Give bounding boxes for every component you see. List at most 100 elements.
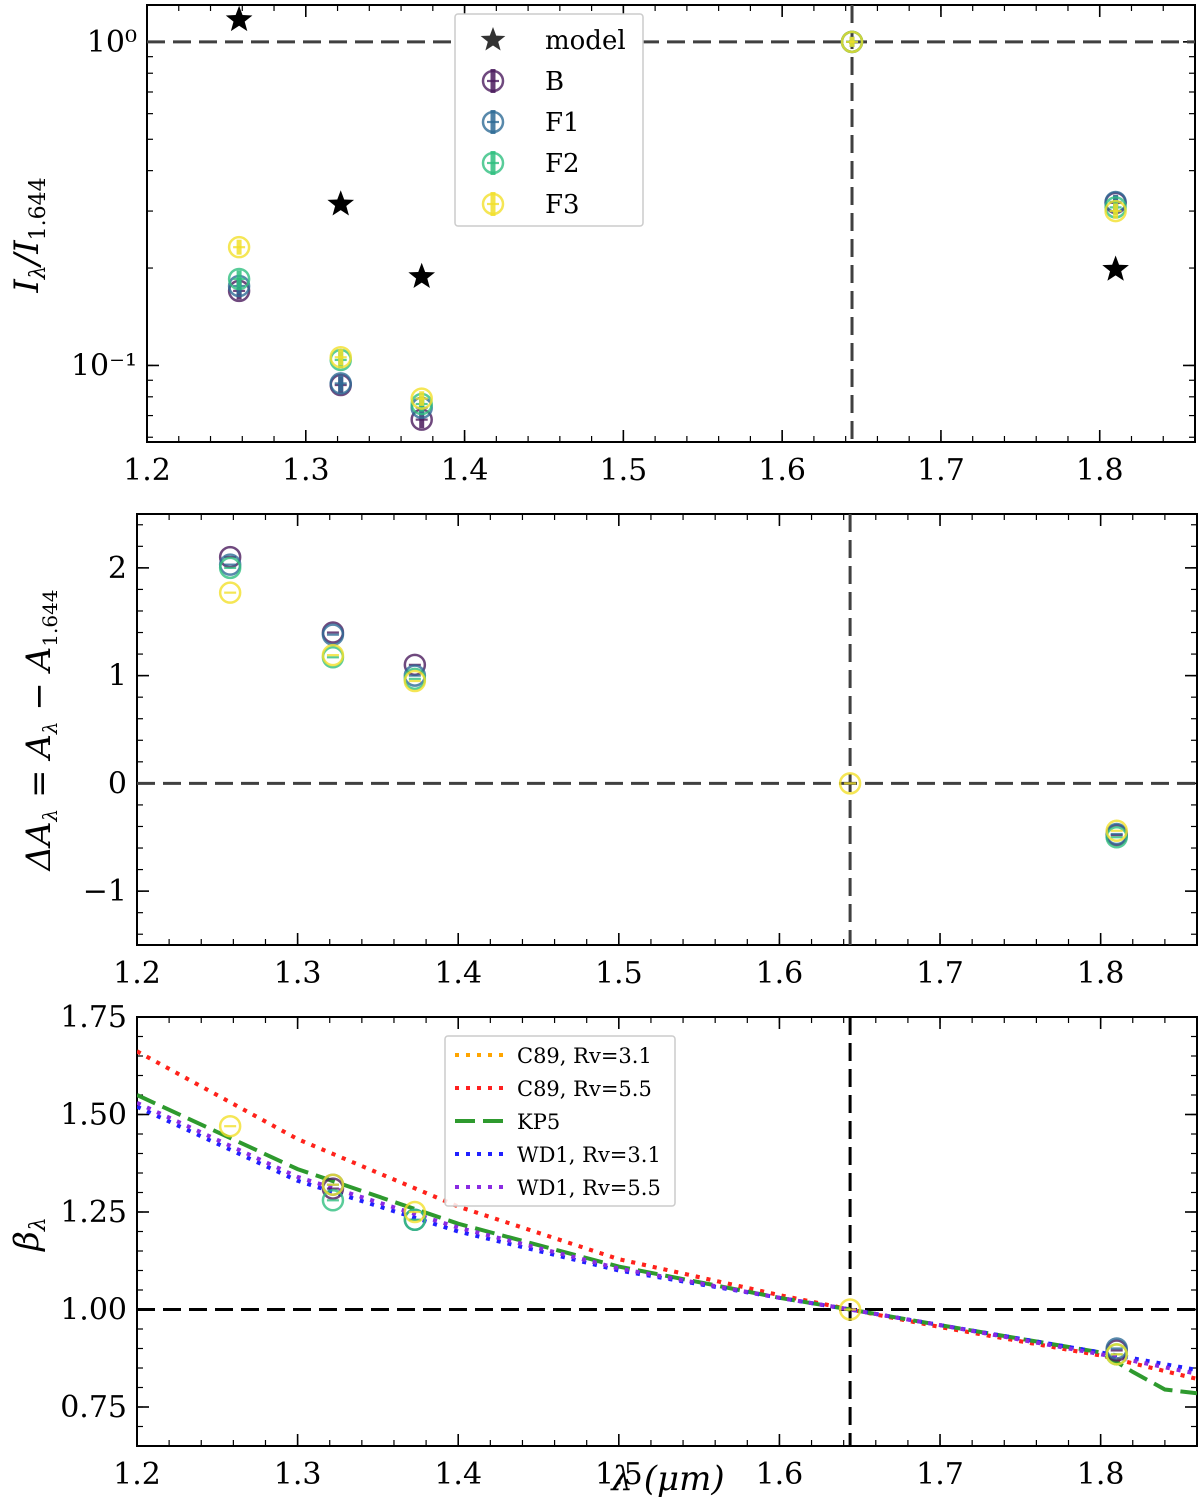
axes-frame [146, 4, 1196, 443]
y-tick-label: 1.25 [60, 1195, 127, 1230]
x-tick-label: 1.6 [756, 1457, 804, 1492]
y-tick-label: 0 [108, 766, 127, 801]
data-point-F3 [1105, 819, 1128, 843]
data-point-F3 [403, 1200, 427, 1224]
data-point-F3 [227, 235, 251, 259]
data-point-F3 [838, 1298, 862, 1321]
legend-label-F3: F3 [545, 190, 580, 220]
data-point-circle [410, 387, 433, 410]
data-point-F3 [321, 1173, 345, 1196]
legend-label: C89, Rv=5.5 [517, 1077, 652, 1101]
data-point-F3 [410, 387, 433, 410]
extinction-curve [137, 1100, 1197, 1376]
extinction-difference-plot-area: 1.2 1.3 1.4 1.5 1.6 1.7 1.8 −1 0 1 2 [83, 513, 1198, 991]
x-tick-label: 1.4 [434, 1457, 482, 1492]
y-tick-label: 10⁰ [87, 25, 137, 60]
x-tick-label: 1.8 [1077, 956, 1125, 991]
y-tick-label: 10⁻¹ [71, 348, 137, 383]
extinction-difference-panel: 1.2 1.3 1.4 1.5 1.6 1.7 1.8 −1 0 1 2 ΔAλ = Aλ − A1… [19, 513, 1198, 991]
data-point-circle [218, 556, 242, 580]
beta-plot-area: 1.2 1.3 1.4 1.5 1.6 1.7 1.8 0.75 1.00 1.25 1.50 1.7… [60, 1000, 1198, 1492]
legend-marker-B [481, 69, 505, 93]
data-point-circle [321, 1189, 345, 1212]
x-tick-label: 1.8 [1076, 453, 1124, 488]
data-point-circle [1105, 826, 1128, 849]
data-point-circle [218, 581, 242, 604]
y-tick-label: 1 [108, 659, 127, 694]
legend-label: C89, Rv=3.1 [517, 1044, 652, 1068]
legend-label-F2: F2 [545, 149, 580, 179]
model-star [225, 5, 253, 32]
legend-box [454, 13, 644, 227]
data-point-F3 [1104, 199, 1127, 223]
legend-box [444, 1035, 676, 1207]
legend-marker-F2 [481, 151, 505, 175]
x-tick-label: 1.4 [434, 956, 482, 991]
x-tick-label: 1.3 [274, 956, 322, 991]
data-point-circle [1105, 819, 1128, 843]
intensity-ratio-ylabel: Iλ/I1.644 [7, 177, 51, 293]
data-point-F2 [227, 267, 251, 291]
x-tick-label: 1.7 [916, 1457, 964, 1492]
legend-label: KP5 [517, 1110, 560, 1134]
model-star [408, 262, 436, 289]
data-point-circle [321, 1173, 345, 1196]
model-star [327, 190, 355, 216]
data-point-F2 [218, 556, 242, 580]
data-point-F1 [329, 372, 352, 395]
data-point-circle [1105, 1343, 1128, 1366]
x-tick-label: 1.7 [917, 453, 965, 488]
legend-marker-F3 [481, 192, 505, 216]
data-point-F2 [403, 1208, 427, 1232]
legend-label-model: model [545, 26, 626, 56]
extinction-difference-ylabel: ΔAλ = Aλ − A1.644 [19, 589, 62, 872]
data-point-F3 [218, 581, 242, 604]
legend-label: WD1, Rv=5.5 [517, 1176, 661, 1200]
data-point-circle [481, 110, 505, 134]
data-point-F3 [329, 346, 352, 369]
y-tick-label: 1.00 [60, 1293, 127, 1328]
data-point-circle [227, 267, 251, 291]
data-point-circle [838, 1298, 862, 1321]
y-tick-label: 1.50 [60, 1098, 127, 1133]
legend-model-star [480, 27, 506, 51]
legend-label-B: B [545, 67, 564, 97]
data-point-circle [227, 235, 251, 259]
x-tick-label: 1.6 [758, 453, 806, 488]
data-point-circle [840, 30, 864, 54]
x-tick-label: 1.5 [595, 956, 643, 991]
data-point-circle [1105, 1337, 1128, 1360]
data-point-circle [403, 1200, 427, 1224]
data-point-circle [481, 151, 505, 175]
y-tick-label: 2 [108, 551, 127, 586]
data-point-F3 [1105, 1343, 1128, 1366]
data-point-circle [218, 1114, 242, 1138]
beta-panel: 1.2 1.3 1.4 1.5 1.6 1.7 1.8 0.75 1.00 1.25 1.50 1.7… [7, 1000, 1198, 1499]
data-point-F1 [1105, 1337, 1128, 1360]
x-tick-label: 1.5 [600, 453, 648, 488]
x-tick-label: 1.2 [113, 1457, 161, 1492]
data-point-circle [1104, 199, 1127, 223]
legend-label: WD1, Rv=3.1 [517, 1143, 661, 1167]
x-tick-label: 1.2 [123, 453, 171, 488]
intensity-ratio-plot-area: 1.2 1.3 1.4 1.5 1.6 1.7 1.8 10⁰ 10⁻¹ [71, 4, 1196, 488]
data-point-F3 [403, 669, 427, 693]
data-point-circle [481, 69, 505, 93]
x-tick-label: 1.3 [274, 1457, 322, 1492]
data-point-circle [481, 192, 505, 216]
y-tick-label: −1 [83, 874, 127, 909]
data-point-circle [403, 1208, 427, 1232]
data-point-circle [321, 643, 345, 667]
data-point-F2 [1105, 826, 1128, 849]
data-point-circle [329, 346, 352, 369]
x-tick-label: 1.4 [441, 453, 489, 488]
axes-frame [136, 513, 1198, 946]
beta-xlabel: λ (μm) [609, 1459, 724, 1499]
legend-marker-F1 [481, 110, 505, 134]
beta-legend: C89, Rv=3.1 C89, Rv=5.5 KP5 WD1, Rv=3.1 WD1,… [444, 1035, 676, 1207]
data-point-F2 [321, 1189, 345, 1212]
intensity-ratio-legend: model B F1 F2 F3 [454, 13, 644, 227]
data-point-circle [403, 669, 427, 693]
x-tick-label: 1.6 [756, 956, 804, 991]
